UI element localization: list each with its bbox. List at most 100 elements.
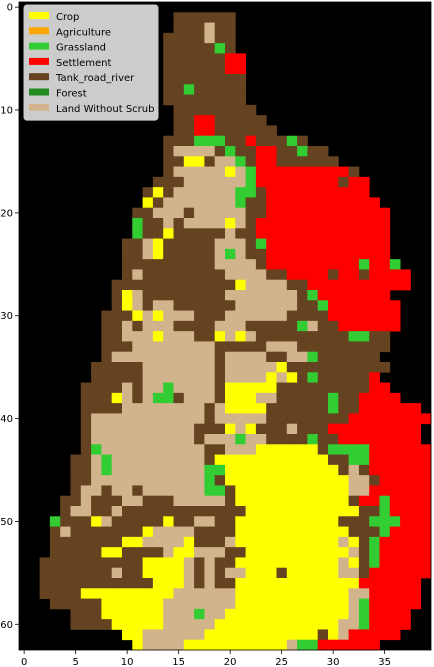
cell-tank-road-river: [297, 413, 308, 425]
cell-tank-road-river: [111, 382, 123, 394]
cell-grassland: [379, 516, 391, 527]
cell-tank-road-river: [204, 506, 216, 517]
cell-tank-road-river: [214, 526, 226, 538]
cell-land-without-scrub: [152, 526, 164, 538]
cell-crop: [255, 444, 267, 455]
cell-settlement: [389, 423, 401, 435]
cell-grassland: [101, 454, 113, 466]
y-tick-label: 30: [0, 311, 13, 322]
cell-land-without-scrub: [183, 629, 195, 641]
cell-tank-road-river: [204, 248, 216, 260]
cell-land-without-scrub: [276, 341, 288, 353]
cell-settlement: [389, 475, 401, 486]
cell-land-without-scrub: [111, 434, 123, 445]
cell-settlement: [276, 187, 288, 198]
cell-tank-road-river: [245, 218, 257, 229]
cell-tank-road-river: [297, 310, 308, 322]
cell-land-without-scrub: [214, 207, 226, 219]
cell-crop: [297, 598, 308, 610]
cell-crop: [163, 588, 174, 599]
cell-land-without-scrub: [183, 567, 195, 579]
cell-settlement: [266, 238, 277, 250]
cell-crop: [276, 578, 288, 589]
cell-tank-road-river: [91, 619, 102, 630]
cell-crop: [225, 454, 236, 466]
cell-land-without-scrub: [183, 392, 195, 404]
cell-land-without-scrub: [91, 475, 102, 486]
cell-tank-road-river: [163, 248, 174, 260]
cell-settlement: [204, 125, 216, 137]
cell-tank-road-river: [328, 351, 339, 363]
cell-land-without-scrub: [204, 351, 216, 363]
cell-tank-road-river: [235, 146, 246, 157]
cell-tank-road-river: [276, 567, 288, 579]
cell-tank-road-river: [214, 578, 226, 589]
cell-land-without-scrub: [152, 434, 164, 445]
cell-crop: [317, 506, 329, 517]
cell-crop: [255, 578, 267, 589]
cell-tank-road-river: [276, 331, 288, 342]
cell-land-without-scrub: [358, 475, 370, 486]
cell-settlement: [255, 228, 267, 239]
cell-land-without-scrub: [122, 495, 133, 507]
cell-land-without-scrub: [194, 341, 205, 353]
cell-tank-road-river: [163, 32, 174, 44]
cell-tank-road-river: [214, 269, 226, 281]
cell-tank-road-river: [122, 578, 133, 589]
cell-tank-road-river: [348, 372, 360, 383]
cell-grassland: [389, 516, 401, 527]
cell-crop: [142, 197, 154, 209]
legend-label-grassland: Grassland: [56, 43, 106, 54]
cell-land-without-scrub: [163, 341, 174, 353]
cell-land-without-scrub: [132, 444, 143, 455]
cell-tank-road-river: [286, 320, 298, 332]
cell-settlement: [410, 536, 422, 548]
cell-settlement: [389, 454, 401, 466]
cell-grassland: [194, 608, 205, 620]
cell-tank-road-river: [183, 300, 195, 311]
cell-land-without-scrub: [214, 588, 226, 599]
cell-land-without-scrub: [245, 351, 257, 363]
cell-crop: [183, 156, 195, 167]
cell-crop: [328, 567, 339, 579]
cell-tank-road-river: [297, 362, 308, 373]
cell-settlement: [400, 495, 411, 507]
cell-grassland: [225, 248, 236, 260]
cell-land-without-scrub: [194, 207, 205, 219]
cell-crop: [173, 547, 185, 558]
cell-tank-road-river: [122, 238, 133, 250]
cell-land-without-scrub: [225, 238, 236, 250]
cell-land-without-scrub: [276, 300, 288, 311]
cell-land-without-scrub: [235, 238, 246, 250]
cell-settlement: [420, 454, 432, 466]
cell-tank-road-river: [101, 495, 113, 507]
cell-tank-road-river: [111, 341, 123, 353]
cell-settlement: [410, 423, 422, 435]
cell-tank-road-river: [297, 423, 308, 435]
cell-land-without-scrub: [163, 454, 174, 466]
cell-crop: [255, 485, 267, 497]
cell-crop: [266, 536, 277, 548]
cell-crop: [225, 382, 236, 394]
cell-tank-road-river: [183, 279, 195, 291]
cell-crop: [235, 608, 246, 620]
cell-land-without-scrub: [173, 362, 185, 373]
cell-crop: [276, 485, 288, 497]
cell-settlement: [348, 434, 360, 445]
cell-tank-road-river: [60, 598, 71, 610]
cell-tank-road-river: [214, 475, 226, 486]
cell-settlement: [420, 516, 432, 527]
cell-crop: [255, 475, 267, 486]
cell-land-without-scrub: [194, 485, 205, 497]
cell-land-without-scrub: [235, 166, 246, 178]
cell-settlement: [389, 279, 401, 291]
cell-tank-road-river: [101, 506, 113, 517]
cell-tank-road-river: [307, 403, 319, 414]
cell-tank-road-river: [255, 207, 267, 219]
cell-land-without-scrub: [183, 464, 195, 476]
cell-tank-road-river: [358, 372, 370, 383]
cell-settlement: [379, 629, 391, 641]
cell-crop: [338, 506, 349, 517]
cell-crop: [142, 567, 154, 579]
cell-grassland: [235, 187, 246, 198]
